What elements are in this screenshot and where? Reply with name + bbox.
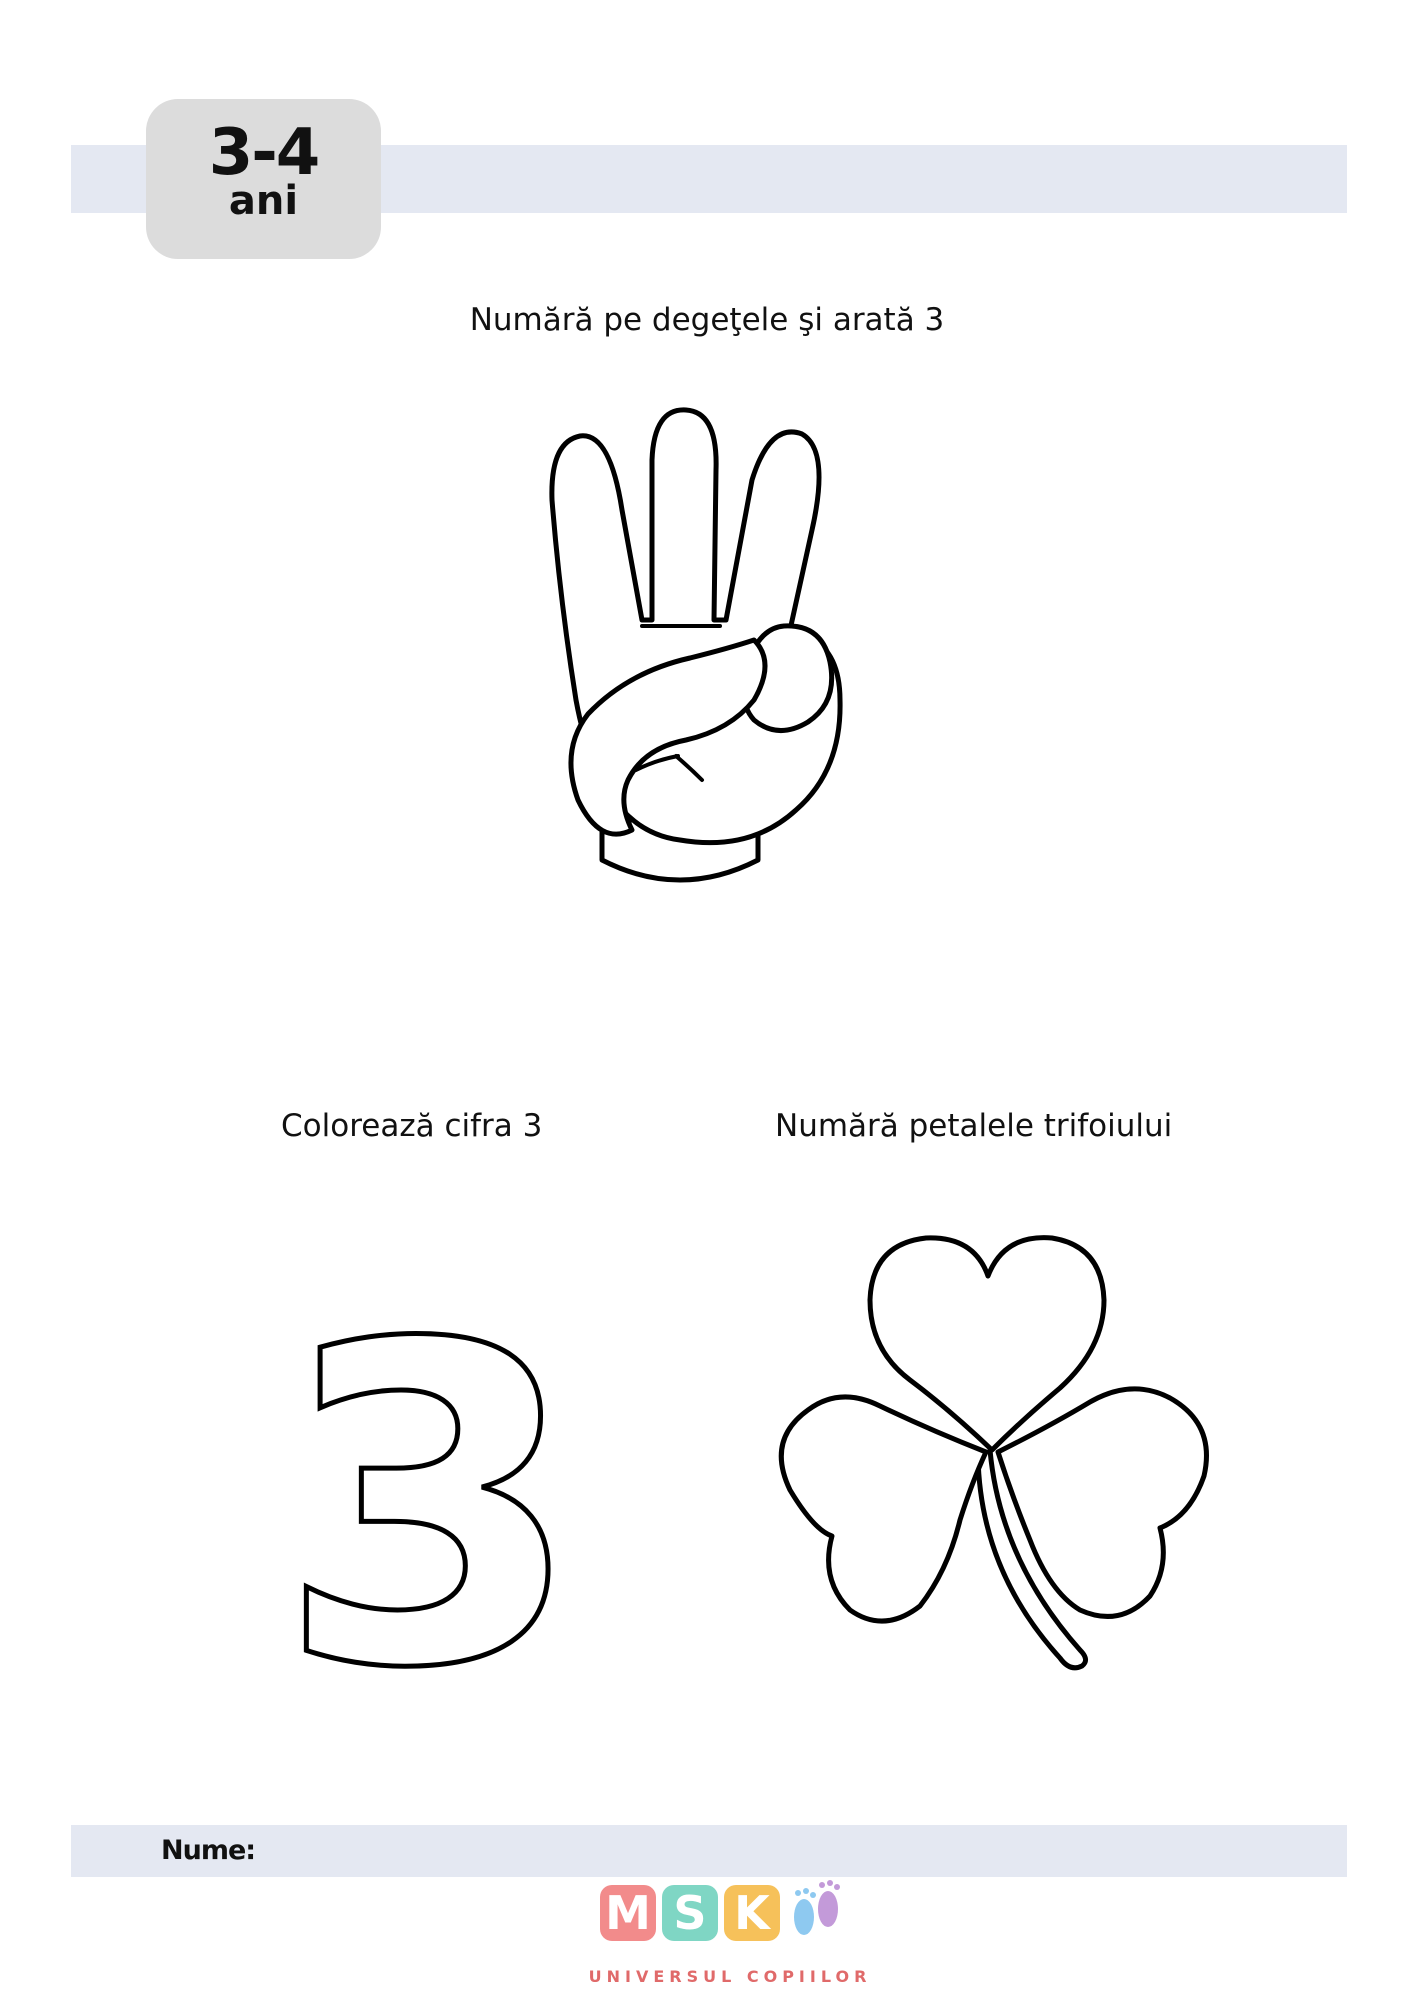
count-petals-title: Numără petalele trifoiului xyxy=(775,1108,1173,1144)
age-badge: 3-4 ani xyxy=(146,99,381,259)
hand-three-fingers-icon xyxy=(549,407,843,883)
clover-icon xyxy=(778,1235,1209,1671)
feet-icon xyxy=(794,1880,840,1935)
outline-digit-three: 3 xyxy=(300,1290,560,1690)
msk-logo: M S K UNIVERSUL COPIILOR xyxy=(589,1880,866,1995)
name-band: Nume: xyxy=(71,1825,1347,1877)
age-range: 3-4 xyxy=(208,116,321,190)
logo-letter-s: S xyxy=(662,1885,718,1941)
name-label: Nume: xyxy=(161,1835,256,1866)
logo-tagline: UNIVERSUL COPIILOR xyxy=(588,1967,872,1986)
fingers-exercise-title: Numără pe degeţele şi arată 3 xyxy=(469,302,945,338)
logo-letter-k: K xyxy=(724,1885,780,1941)
digit-three: 3 xyxy=(300,1290,560,1690)
logo-letter-m: M xyxy=(600,1885,656,1941)
age-unit: ani xyxy=(228,178,299,224)
color-digit-title: Colorează cifra 3 xyxy=(281,1108,543,1144)
